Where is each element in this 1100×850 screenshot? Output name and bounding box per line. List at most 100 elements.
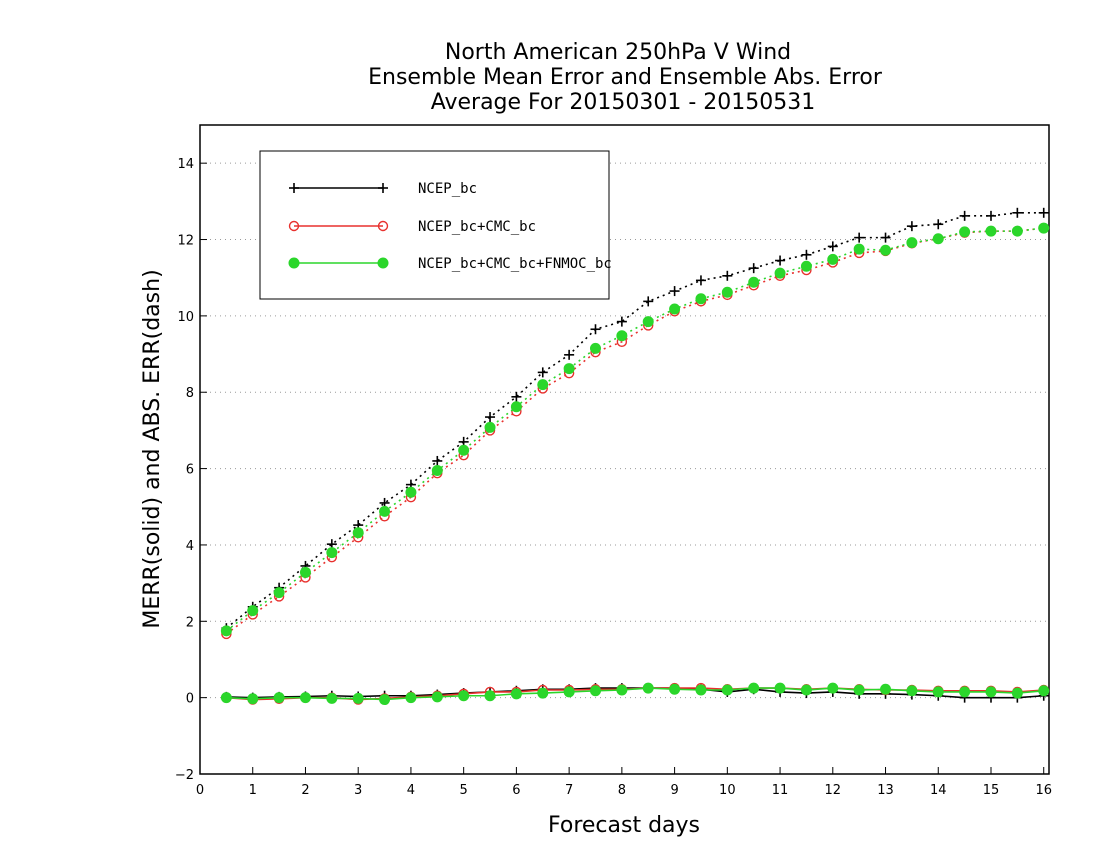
legend-marker-end-1 [377,220,389,232]
y-axis: −2 0 2 4 6 8 10 12 14 [175,157,207,783]
series-2-mean-point-6 [379,694,391,706]
series-2-mean-point-23 [827,682,839,694]
series-2-mean-point-0 [220,692,232,704]
series-2-abs-point-21 [774,267,786,279]
series-2-abs-point-20 [748,276,760,288]
series-2-mean-point-22 [800,684,812,696]
y-tick-label-0: −2 [175,768,194,783]
legend-marker-start-2 [288,257,300,269]
series-2-mean-point-30 [1011,687,1023,699]
series-2-abs-point-18 [695,293,707,305]
series-2-mean-point-27 [932,686,944,698]
x-tick-label-13: 13 [877,783,894,798]
y-tick-label-4: 6 [186,463,194,478]
legend-box [259,150,610,300]
y-tick-label-7: 12 [177,234,194,249]
series-0-abs-point-22 [801,249,812,260]
series-0-abs-point-18 [695,275,706,286]
series-2-mean-point-29 [985,686,997,698]
x-tick-label-12: 12 [825,783,842,798]
x-tick-label-5: 5 [460,783,468,798]
x-tick-label-7: 7 [565,783,573,798]
series-2-mean-point-10 [484,690,496,702]
x-tick-label-14: 14 [930,783,947,798]
series-2-abs-point-8 [431,464,443,476]
legend-marker-start-0 [289,183,299,193]
y-tick-label-8: 14 [177,157,194,172]
legend-marker-end-2 [377,257,389,269]
series-2-abs-point-31 [1038,222,1050,234]
x-tick-label-11: 11 [772,783,789,798]
series-2-abs-point-19 [721,286,733,298]
series-2-abs-point-22 [800,260,812,272]
series-0-abs-point-10 [485,412,496,423]
series-0-abs-point-21 [775,255,786,266]
chart-title-line-3: Average For 20150301 - 20150531 [431,90,816,115]
series-2-mean-point-31 [1038,685,1050,697]
series-2-mean-point-18 [695,684,707,696]
series-2-abs-point-29 [985,225,997,237]
series-2-abs-point-2 [273,587,285,599]
series-2-mean-point-3 [299,692,311,704]
series-2-abs-point-13 [563,363,575,375]
series-2-abs-point-4 [326,547,338,559]
chart-title-line-1: North American 250hPa V Wind [445,40,791,65]
series-2-mean-point-9 [458,690,470,702]
series-2-abs-point-30 [1011,225,1023,237]
series-2-mean-point-15 [616,684,628,696]
legend-label-2: NCEP_bc+CMC_bc+FNMOC_bc [418,256,612,272]
series-0-abs-point-28 [959,210,970,221]
series-0-abs-point-26 [906,221,917,232]
series-0-abs-point-19 [722,270,733,281]
legend: NCEP_bc NCEP_bc+CMC_bc NCEP_bc+CMC_bc+FNMO… [259,150,612,300]
x-tick-label-9: 9 [670,783,678,798]
x-tick-label-6: 6 [512,783,520,798]
y-tick-label-1: 0 [186,692,194,707]
series-2-abs-point-26 [906,237,918,249]
series-0-abs-point-13 [564,349,575,360]
y-axis-label: MERR(solid) and ABS. ERR(dash) [140,269,165,628]
series-2-mean-point-8 [431,691,443,703]
series-2-mean-point-5 [352,692,364,704]
legend-items: NCEP_bc NCEP_bc+CMC_bc NCEP_bc+CMC_bc+FNMO… [288,181,612,272]
series-2-mean-point-17 [669,683,681,695]
y-tick-label-6: 10 [177,310,194,325]
series-2-mean-point-14 [589,685,601,697]
chart-title-line-2: Ensemble Mean Error and Ensemble Abs. Er… [368,65,883,90]
series-2-abs-point-7 [405,486,417,498]
x-tick-label-0: 0 [196,783,204,798]
y-tick-label-2: 2 [186,615,194,630]
series-2-mean-point-4 [326,692,338,704]
series-0-abs-point-20 [748,263,759,274]
series-2-mean-point-16 [642,682,654,694]
series-2-abs-point-1 [247,605,259,617]
series-2-mean-point-11 [510,688,522,700]
y-tick-label-3: 4 [186,539,194,554]
series-0-abs-point-29 [985,210,996,221]
series-2-mean-point-20 [748,682,760,694]
series-2-abs-point-5 [352,527,364,539]
series-2-abs-point-14 [589,342,601,354]
series-0-abs-point-27 [933,219,944,230]
series-2-abs-point-12 [537,379,549,391]
x-tick-label-4: 4 [407,783,415,798]
series-2-mean-point-26 [906,685,918,697]
series-0-abs-point-31 [1038,207,1049,218]
series-2-abs-point-28 [959,226,971,238]
series-2-mean-point-19 [721,684,733,696]
series-2-abs-point-23 [827,253,839,265]
series-2-mean-point-21 [774,682,786,694]
series-2-mean-point-24 [853,684,865,696]
series-0-abs-point-16 [643,296,654,307]
series-2-abs-point-27 [932,233,944,245]
series-2-mean-point-12 [537,687,549,699]
series-0-abs-point-15 [616,316,627,327]
series-2-abs-point-0 [220,625,232,637]
series-0-abs-point-24 [854,232,865,243]
series-0-abs-point-11 [511,391,522,402]
x-tick-label-2: 2 [301,783,309,798]
series-2 [220,222,1050,706]
series-2-mean-point-1 [247,693,259,705]
series-2-mean-point-7 [405,692,417,704]
series-2-abs-point-6 [379,505,391,517]
